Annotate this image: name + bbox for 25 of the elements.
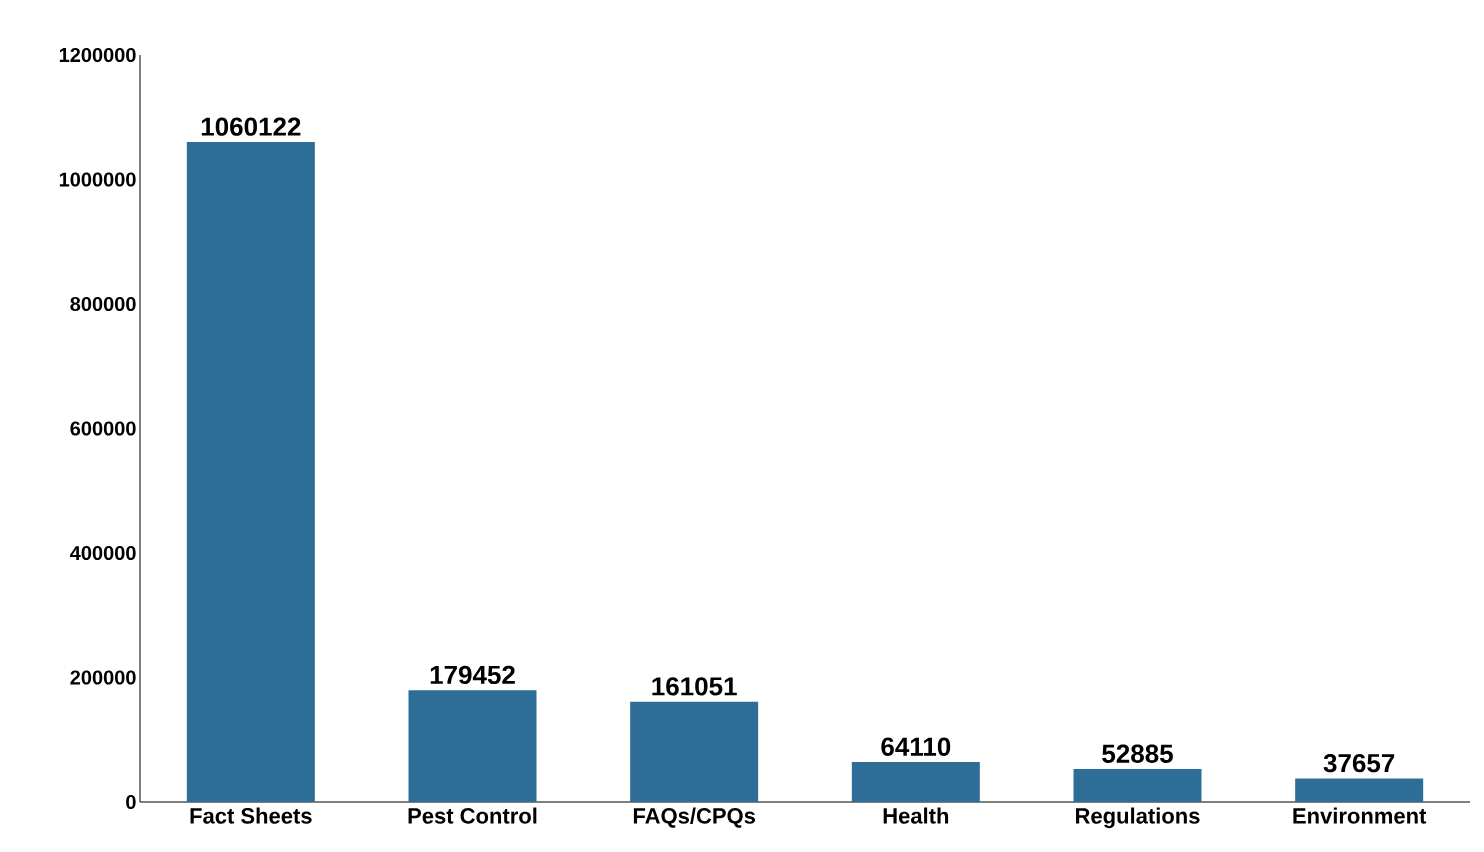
y-tick-label: 1200000 xyxy=(59,47,136,63)
x-tick-label: FAQs/CPQs xyxy=(633,807,756,828)
data-label: 37657 xyxy=(1323,753,1395,773)
x-tick-label: Pest Control xyxy=(408,807,537,824)
bar xyxy=(186,142,315,802)
y-tick-label: 600000 xyxy=(70,421,136,436)
data-label: 52885 xyxy=(1102,744,1173,763)
x-tick-label: Environment xyxy=(1293,807,1427,824)
bar xyxy=(408,690,537,802)
data-label: 179452 xyxy=(430,665,515,685)
y-tick-label: 400000 xyxy=(70,545,136,561)
data-label: 1060122 xyxy=(201,117,301,136)
data-label: 161051 xyxy=(652,677,737,696)
bar xyxy=(1073,769,1202,802)
x-tick-label: Health xyxy=(883,807,949,824)
x-tick-label: Fact Sheets xyxy=(190,807,312,824)
x-tick-label: Regulations xyxy=(1076,807,1200,829)
y-tick-label: 800000 xyxy=(70,296,136,312)
y-tick-label: 200000 xyxy=(70,670,136,685)
bar xyxy=(1295,778,1424,802)
data-label: 64110 xyxy=(881,737,951,756)
y-tick-label: 0 xyxy=(126,794,136,810)
y-tick-label: 1000000 xyxy=(59,172,136,187)
bar xyxy=(851,762,980,802)
bar xyxy=(630,701,759,802)
